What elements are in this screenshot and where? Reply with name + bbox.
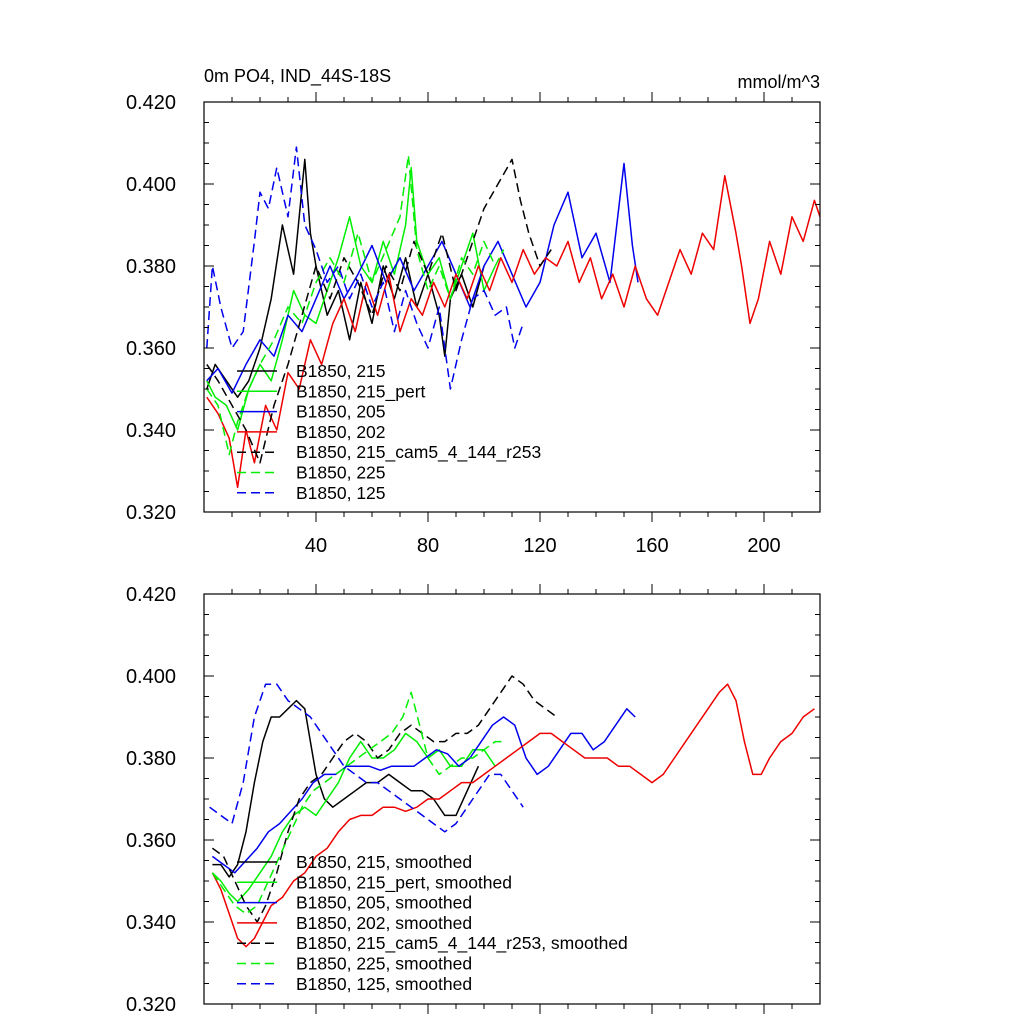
bottom-legend-label: B1850, 202, smoothed <box>296 913 472 933</box>
top-y-tick-label: 0.420 <box>126 92 176 114</box>
bottom-y-tick-label: 0.380 <box>126 748 176 770</box>
top-x-tick-label: 40 <box>305 535 327 557</box>
top-legend-label: B1850, 215_cam5_4_144_r253 <box>296 442 541 463</box>
top-legend-label: B1850, 205 <box>296 402 386 422</box>
top-y-tick-label: 0.320 <box>126 502 176 524</box>
bottom-legend-label: B1850, 215, smoothed <box>296 852 472 872</box>
bottom-panel: 0.320 0.340 0.360 0.380 0.400 0.420 B1850, 215… <box>126 584 821 1016</box>
top-legend-label: B1850, 202 <box>296 422 386 442</box>
top-x-tick-label: 200 <box>747 535 780 557</box>
top-x-tick-label: 80 <box>417 535 439 557</box>
top-panel: 0.320 0.340 0.360 0.380 0.400 0.420 40 80 120 160… <box>126 92 821 557</box>
bottom-series-line-2 <box>211 708 636 874</box>
top-series-line-0 <box>206 158 485 398</box>
top-legend-label: B1850, 125 <box>296 483 386 503</box>
bottom-legend-label: B1850, 215_pert, smoothed <box>296 872 512 893</box>
chart-title: 0m PO4, IND_44S-18S <box>204 66 391 87</box>
top-y-tick-label: 0.380 <box>126 256 176 278</box>
bottom-legend-label: B1850, 205, smoothed <box>296 893 472 913</box>
top-series-line-2 <box>206 162 639 394</box>
bottom-series-line-6 <box>209 683 524 833</box>
top-legend-label: B1850, 225 <box>296 463 386 483</box>
top-legend-label: B1850, 215_pert <box>296 381 426 402</box>
bottom-series-line-0 <box>212 699 480 878</box>
top-x-tick-label: 160 <box>635 535 668 557</box>
top-legend-label: B1850, 215 <box>296 361 386 381</box>
bottom-series-line-1 <box>211 732 496 903</box>
top-y-tick-label: 0.400 <box>126 174 176 196</box>
bottom-y-tick-label: 0.320 <box>126 994 176 1016</box>
units-label: mmol/m^3 <box>738 72 820 92</box>
bottom-y-tick-label: 0.420 <box>126 584 176 606</box>
top-series-line-3 <box>206 175 820 489</box>
top-y-tick-label: 0.340 <box>126 420 176 442</box>
top-y-tick-label: 0.360 <box>126 338 176 360</box>
bottom-series-line-4 <box>211 675 558 923</box>
bottom-series-line-5 <box>211 691 504 915</box>
bottom-legend-label: B1850, 215_cam5_4_144_r253, smoothed <box>296 933 628 954</box>
bottom-series-line-3 <box>211 683 815 948</box>
bottom-y-tick-label: 0.360 <box>126 830 176 852</box>
bottom-y-tick-label: 0.340 <box>126 912 176 934</box>
top-series-line-5 <box>206 154 505 456</box>
top-series-line-6 <box>206 146 524 390</box>
top-series-line-4 <box>206 158 552 464</box>
bottom-legend-label: B1850, 125, smoothed <box>296 974 472 994</box>
top-x-tick-label: 120 <box>523 535 556 557</box>
bottom-legend-label: B1850, 225, smoothed <box>296 954 472 974</box>
bottom-y-tick-label: 0.400 <box>126 666 176 688</box>
